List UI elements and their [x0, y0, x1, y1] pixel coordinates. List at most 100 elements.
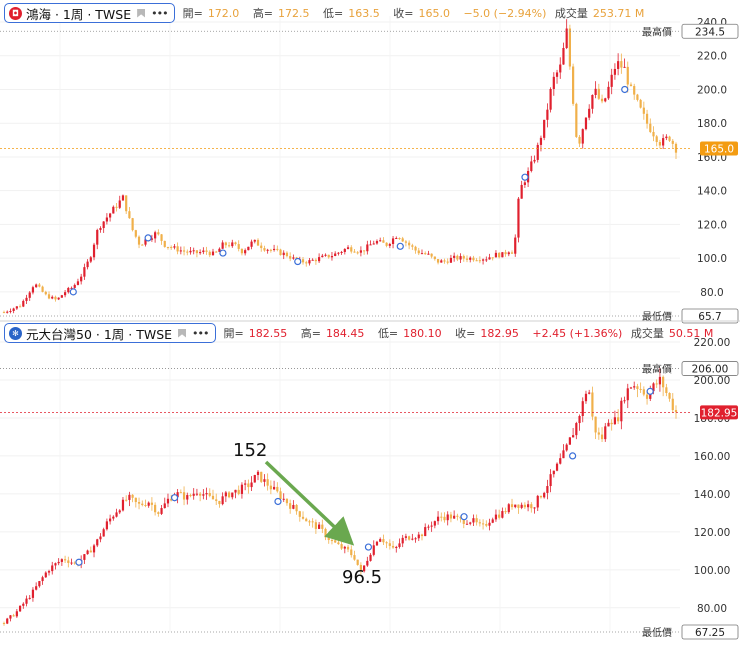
candle-body: [292, 504, 295, 509]
candle-body: [424, 527, 427, 537]
candle-body: [137, 502, 141, 504]
candle-body: [597, 432, 600, 435]
candle-body: [514, 504, 517, 508]
candle-body: [224, 492, 227, 497]
candle-body: [420, 534, 424, 537]
candle-body: [186, 251, 189, 253]
candle-body: [83, 554, 86, 560]
candle-body: [440, 260, 443, 263]
symbol-title: 元大台灣50 · 1周 · TWSE: [26, 326, 173, 342]
candle-body: [176, 246, 179, 252]
candle-body: [408, 242, 411, 246]
candle-body: [15, 306, 18, 309]
change-value: +2.45 (+1.36%): [532, 327, 623, 340]
candle-body: [308, 260, 311, 264]
candle-body: [189, 250, 192, 253]
candle-body: [604, 426, 607, 440]
low-value: 65.7: [698, 311, 721, 323]
candle-body: [96, 229, 99, 245]
candle-body: [324, 254, 327, 256]
candle-body: [147, 502, 150, 506]
candle-body: [671, 398, 674, 411]
candle-body: [330, 255, 334, 258]
candle-body: [385, 242, 388, 246]
candle-body: [449, 514, 453, 519]
last-price-value: 182.95: [701, 407, 738, 419]
candle-body: [536, 144, 539, 160]
candle-body: [340, 544, 343, 549]
candle-body: [626, 66, 629, 85]
candle-body: [494, 514, 498, 520]
candle-body: [160, 508, 163, 514]
candle-body: [318, 524, 321, 529]
annotation-peak: 152: [233, 440, 267, 461]
candle-body: [453, 255, 456, 258]
candle-body: [456, 515, 459, 517]
candle-body: [176, 492, 179, 498]
symbol-selector[interactable]: ✻ 元大台灣50 · 1周 · TWSE •••: [4, 323, 216, 343]
candle-body: [459, 256, 462, 260]
candle-body: [330, 540, 334, 542]
candle-body: [436, 259, 440, 263]
candle-body: [369, 244, 372, 246]
candle-body: [73, 284, 76, 288]
candle-body: [620, 400, 623, 422]
candle-body: [12, 615, 15, 617]
candle-body: [398, 543, 401, 547]
candle-body: [488, 522, 491, 526]
candle-body: [491, 519, 494, 523]
candle-body: [430, 525, 433, 527]
candle-body: [665, 136, 668, 139]
candle-body: [208, 251, 211, 256]
event-marker-icon: [646, 387, 654, 395]
candle-body: [568, 28, 571, 67]
candle-body: [250, 482, 253, 488]
candle-body: [359, 250, 362, 253]
candle-body: [112, 206, 115, 214]
candle-body: [231, 242, 234, 247]
candle-body: [166, 246, 170, 248]
candle-body: [60, 559, 63, 562]
candle-body: [31, 589, 35, 598]
symbol-selector[interactable]: ◘ 鴻海 · 1周 · TWSE •••: [4, 3, 175, 23]
candle-body: [363, 565, 366, 572]
candle-body: [182, 492, 186, 500]
candle-body: [154, 504, 157, 513]
candle-body: [549, 474, 552, 487]
candle-body: [539, 137, 543, 145]
candle-body: [552, 76, 555, 89]
candle-body: [600, 434, 604, 440]
candle-body: [76, 281, 80, 285]
candle-body: [250, 241, 253, 247]
candle-body: [112, 516, 115, 519]
candle-body: [192, 493, 195, 496]
candle-body: [18, 605, 22, 612]
candle-body: [642, 389, 645, 395]
candle-body: [478, 260, 481, 262]
candle-body: [38, 581, 41, 587]
more-options-icon[interactable]: •••: [192, 326, 209, 340]
candle-body: [51, 565, 54, 572]
candle-body: [565, 444, 568, 451]
more-options-icon[interactable]: •••: [151, 6, 168, 20]
candle-body: [517, 198, 520, 238]
candle-body: [343, 249, 346, 252]
taiwan50-chart[interactable]: 80.00100.00120.00140.00160.00180.00200.0…: [0, 336, 739, 640]
flag-icon[interactable]: [178, 328, 187, 338]
candle-body: [218, 248, 221, 252]
candle-body: [150, 238, 154, 240]
candle-body: [575, 103, 578, 137]
flag-icon[interactable]: [137, 8, 146, 18]
low-label: 最低價: [642, 310, 672, 323]
hon-hai-logo-icon: ◘: [9, 6, 22, 20]
candle-body: [70, 287, 73, 289]
hon-hai-chart[interactable]: 80.0100.0120.0140.0160.0180.0200.0220.02…: [0, 16, 739, 324]
candle-body: [121, 195, 125, 201]
candle-body: [54, 563, 57, 566]
candle-body: [504, 511, 507, 513]
candle-body: [404, 241, 408, 243]
candle-body: [552, 470, 555, 475]
candle-body: [472, 257, 475, 261]
candle-body: [282, 252, 285, 256]
candle-body: [18, 306, 22, 308]
